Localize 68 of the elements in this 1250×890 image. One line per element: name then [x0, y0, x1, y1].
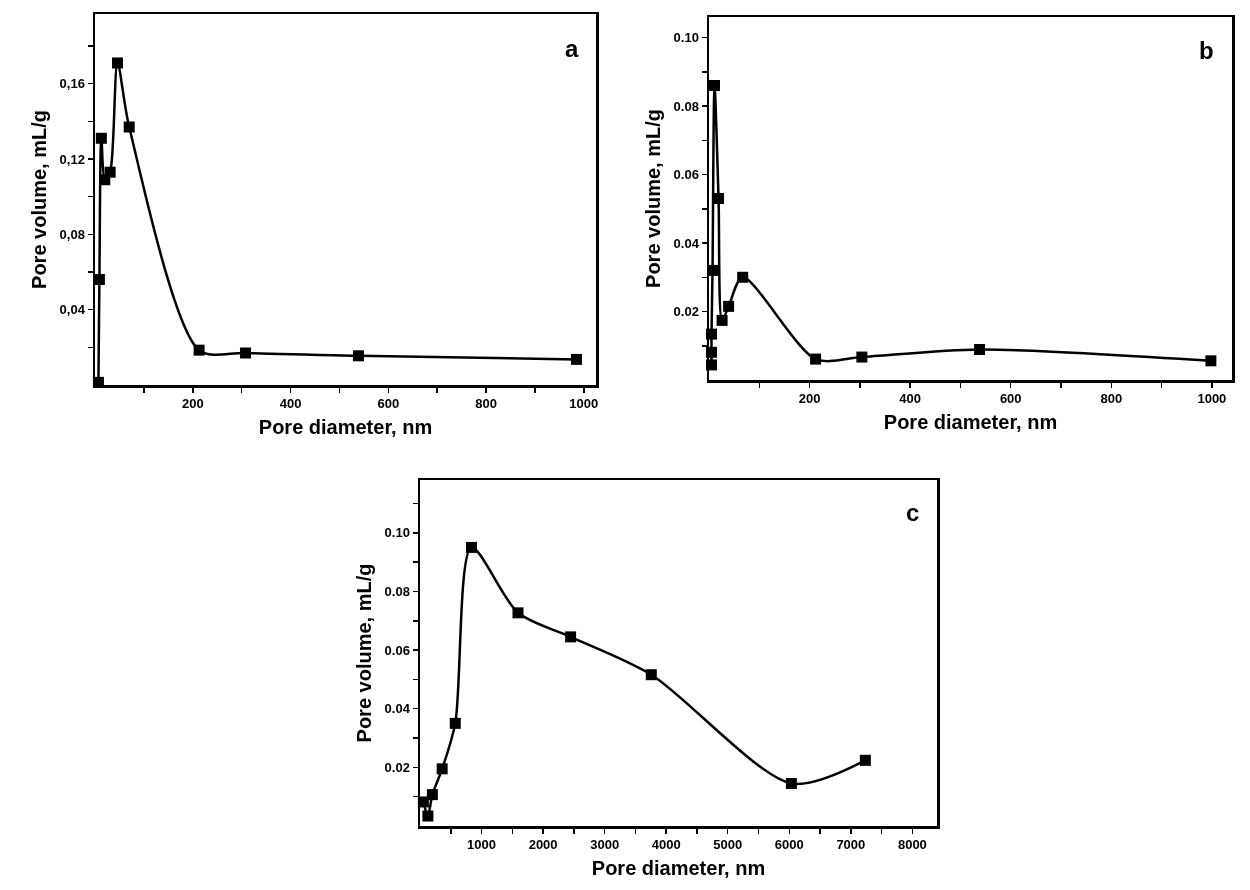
point — [240, 347, 252, 359]
point — [512, 607, 524, 619]
point — [785, 777, 797, 789]
x-tick-label: 7000 — [836, 837, 866, 853]
y-tick-label: 0,04 — [59, 302, 86, 318]
y-tick-label: 0.10 — [673, 30, 699, 46]
annotation: b — [1199, 37, 1214, 64]
point — [352, 350, 364, 362]
x-tick-label: 4000 — [651, 837, 681, 853]
point — [737, 271, 749, 283]
point — [723, 300, 735, 312]
annotation: c — [906, 499, 920, 526]
y-tick-label: 0.02 — [673, 304, 699, 320]
x-tick-label: 200 — [181, 396, 204, 412]
y-tick-label: 0.10 — [384, 525, 410, 541]
point — [449, 717, 461, 729]
point — [465, 541, 477, 553]
point — [426, 789, 438, 801]
x-axis-title: Pore diameter, nm — [883, 410, 1058, 433]
x-tick-label: 1000 — [1197, 391, 1227, 407]
x-tick-label: 5000 — [713, 837, 743, 853]
y-tick-label: 0.08 — [384, 583, 410, 599]
point — [859, 754, 871, 766]
y-tick-label: 0,08 — [59, 226, 85, 242]
x-tick-label: 8000 — [897, 837, 927, 853]
y-axis-title: Pore volume, mL/g — [641, 109, 664, 288]
y-tick-label: 0,12 — [59, 151, 85, 167]
x-tick-label: 400 — [899, 391, 921, 407]
point — [709, 79, 721, 91]
point — [716, 314, 728, 326]
point — [570, 353, 582, 365]
x-tick-label: 600 — [999, 391, 1022, 407]
y-tick-label: 0.02 — [384, 759, 410, 775]
x-tick-label: 400 — [279, 396, 302, 412]
x-tick-label: 1000 — [467, 837, 497, 853]
y-tick-label: 0,16 — [59, 76, 85, 92]
point — [193, 344, 205, 356]
y-tick-label: 0.06 — [673, 167, 699, 183]
y-tick-label: 0.04 — [673, 235, 700, 251]
annotation: a — [565, 35, 579, 62]
y-axis-title: Pore volume, mL/g — [352, 563, 375, 743]
point — [645, 669, 657, 681]
point — [95, 132, 107, 144]
x-axis-title: Pore diameter, nm — [591, 856, 766, 879]
y-axis-title: Pore volume, mL/g — [27, 110, 50, 289]
point — [123, 121, 135, 133]
x-tick-label: 200 — [798, 391, 821, 407]
point — [974, 344, 986, 356]
x-tick-label: 600 — [377, 396, 400, 412]
point — [422, 810, 434, 822]
point — [856, 351, 868, 363]
point — [104, 166, 116, 178]
point — [565, 631, 577, 643]
x-axis-title: Pore diameter, nm — [258, 415, 433, 438]
y-tick-label: 0.04 — [384, 701, 411, 717]
point — [1205, 355, 1217, 367]
point — [810, 353, 822, 365]
y-tick-label: 0.06 — [384, 642, 410, 658]
x-tick-label: 800 — [475, 396, 497, 412]
y-tick-label: 0.08 — [673, 98, 699, 114]
x-tick-label: 3000 — [590, 837, 620, 853]
x-tick-label: 800 — [1100, 391, 1123, 407]
x-tick-label: 2000 — [528, 837, 558, 853]
x-tick-label: 1000 — [569, 396, 599, 412]
point — [436, 763, 448, 775]
x-tick-label: 6000 — [774, 837, 804, 853]
point — [713, 193, 725, 204]
point — [111, 57, 123, 69]
